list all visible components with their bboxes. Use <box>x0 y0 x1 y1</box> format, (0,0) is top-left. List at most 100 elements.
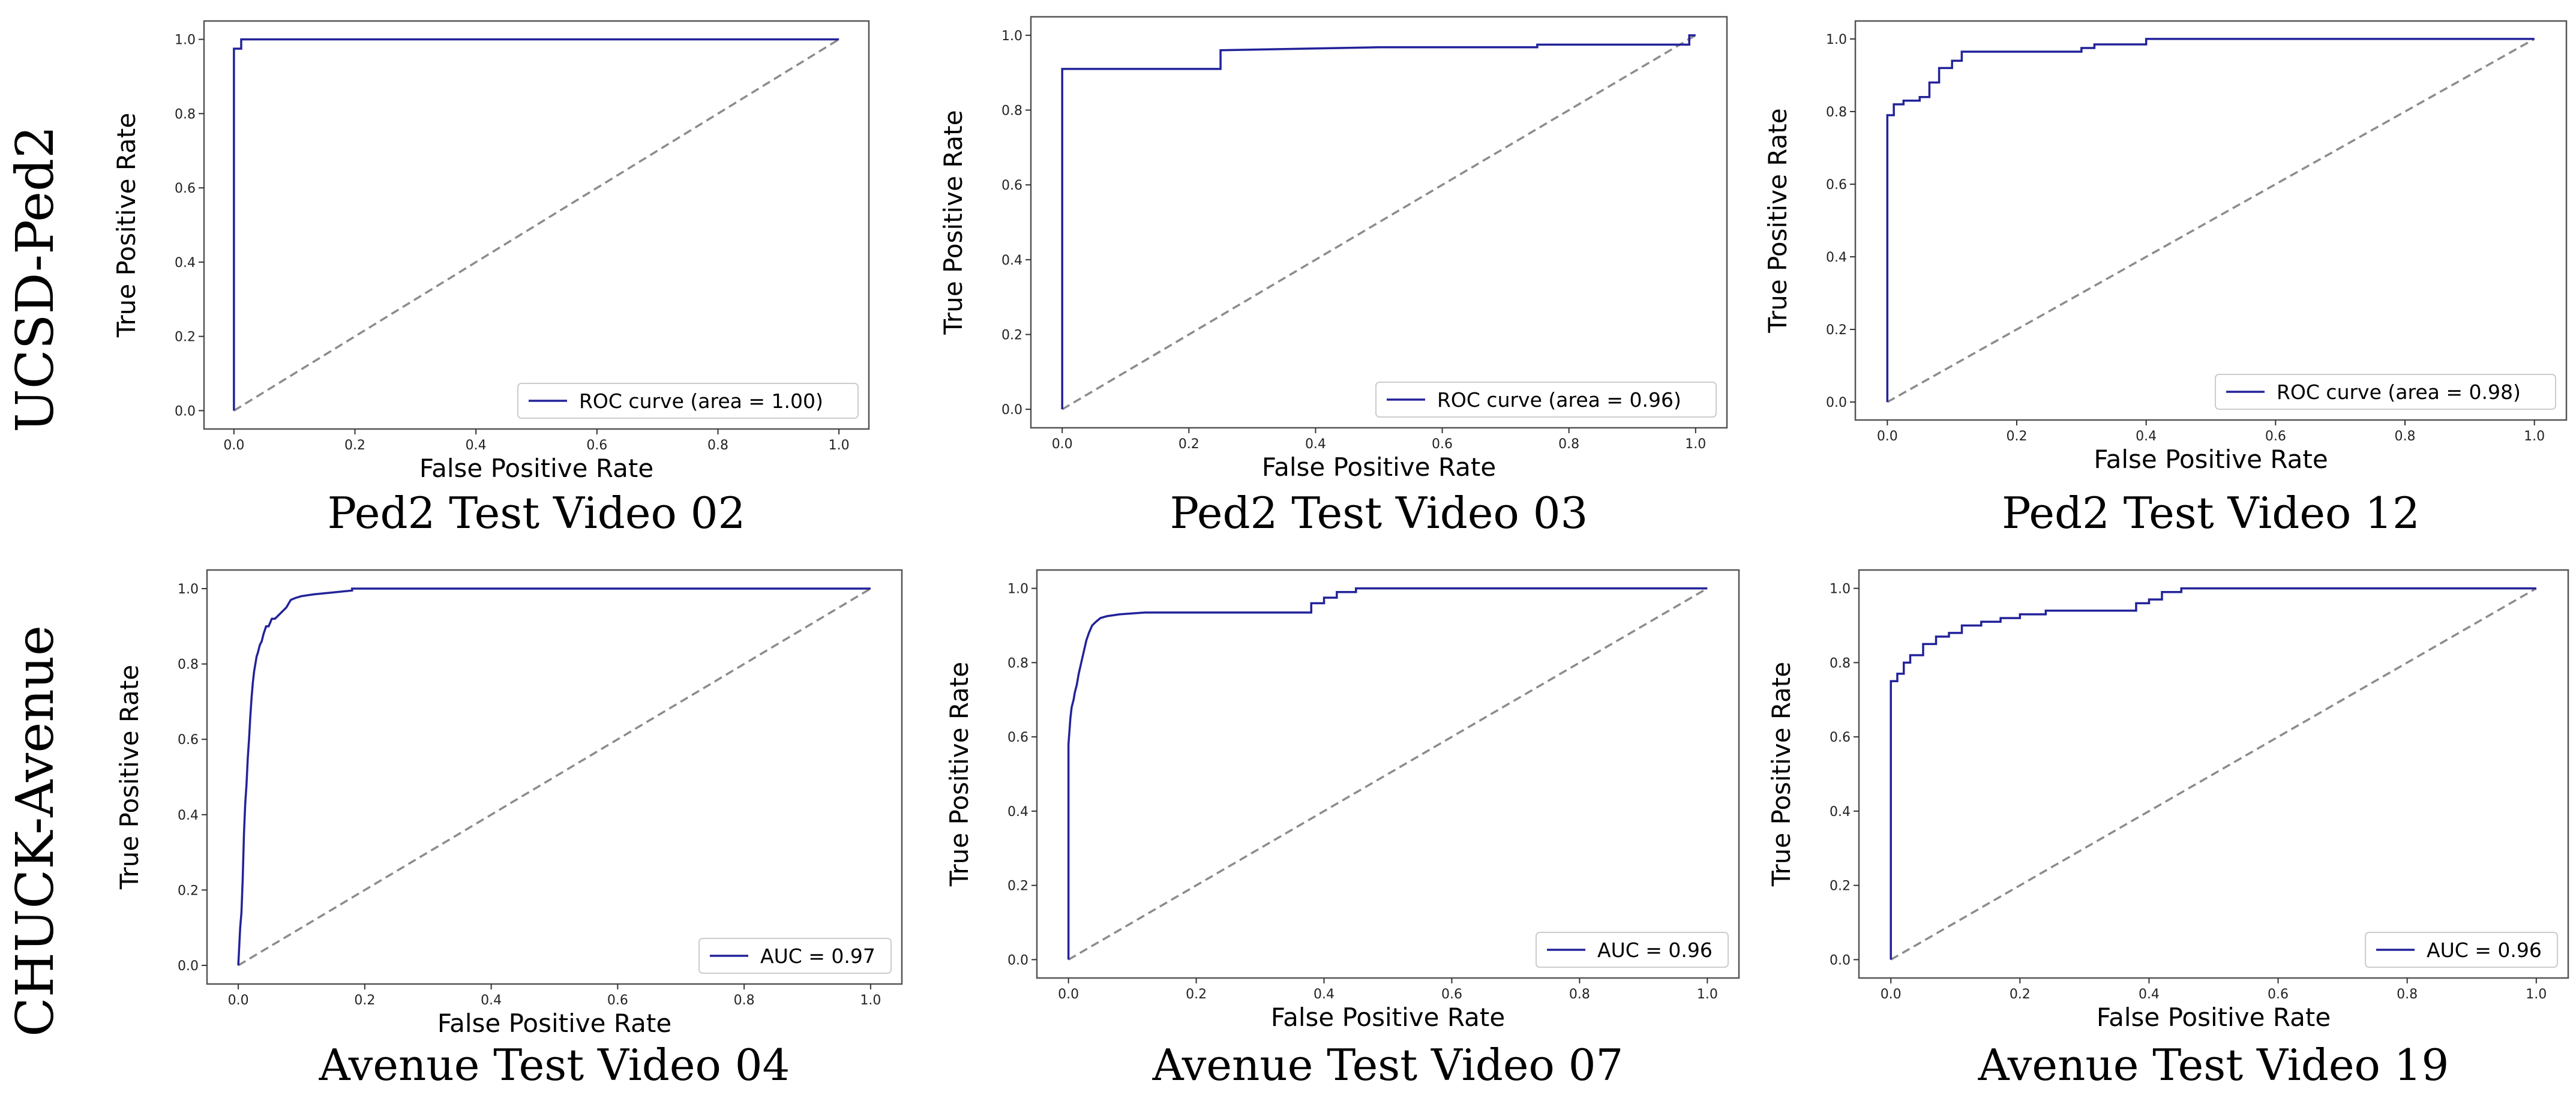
x-tick-label: 0.4 <box>2136 429 2157 444</box>
plot-frame <box>206 569 903 985</box>
x-tick-label: 0.6 <box>586 438 607 453</box>
roc-curve-line <box>1061 34 1696 410</box>
legend-entry: ROC curve (area = 0.98) <box>2277 380 2521 404</box>
chance-diagonal-line <box>1067 587 1708 961</box>
chart-caption: Ped2 Test Video 12 <box>2002 488 2420 538</box>
roc-curve-line <box>1886 38 2535 403</box>
x-tick-label: 0.8 <box>1558 437 1579 452</box>
y-axis-label: True Positive Rate <box>115 665 144 890</box>
y-tick-label: 1.0 <box>175 33 196 48</box>
legend: AUC = 0.97 <box>698 938 892 974</box>
x-axis-label: False Positive Rate <box>2094 445 2328 474</box>
roc-curve-line <box>1067 587 1708 960</box>
y-tick-label: 0.6 <box>1826 178 1847 193</box>
x-tick-label: 0.8 <box>1569 987 1590 1002</box>
roc-chart-2: 0.0 0.2 0.4 0.6 0.8 1.0 0.0 0.2 0.4 0.6 0.8 1.0 Fals… <box>938 16 1728 538</box>
roc-curve-line <box>237 587 871 966</box>
chart-caption: Avenue Test Video 04 <box>319 1040 790 1090</box>
x-tick-label: 0.4 <box>1314 987 1335 1002</box>
legend: ROC curve (area = 1.00) <box>517 383 859 419</box>
y-tick-label: 0.4 <box>175 256 196 271</box>
y-tick-label: 1.0 <box>1826 32 1847 47</box>
y-tick-label: 1.0 <box>1830 582 1851 597</box>
legend-entry: ROC curve (area = 0.96) <box>1437 388 1681 412</box>
chance-diagonal-line <box>1887 38 2535 403</box>
x-tick-label: 1.0 <box>860 993 881 1008</box>
y-tick-label: 1.0 <box>178 582 199 597</box>
roc-chart-4: 0.0 0.2 0.4 0.6 0.8 1.0 0.0 0.2 0.4 0.6 0.8 1.0 Fals… <box>115 569 903 1090</box>
x-axis-label: False Positive Rate <box>419 454 653 483</box>
chance-diagonal-line <box>1061 34 1696 410</box>
x-tick-label: 0.0 <box>228 993 249 1008</box>
y-tick-label: 0.4 <box>1830 805 1851 820</box>
chart-caption: Avenue Test Video 19 <box>1978 1040 2449 1090</box>
plot-frame <box>1030 16 1728 429</box>
roc-curve-line <box>1890 587 2536 960</box>
y-axis-label: True Positive Rate <box>1767 662 1796 887</box>
row-label-ucsd-ped2: UCSD-Ped2 <box>5 125 65 432</box>
x-tick-label: 0.0 <box>1877 429 1898 444</box>
y-axis-label: True Positive Rate <box>1763 108 1792 333</box>
y-tick-label: 0.0 <box>1826 395 1847 410</box>
y-tick-label: 0.2 <box>1826 323 1847 338</box>
y-tick-label: 0.4 <box>1001 253 1022 268</box>
chance-diagonal-line <box>238 587 871 967</box>
y-tick-label: 0.2 <box>1830 879 1851 894</box>
y-tick-label: 0.8 <box>175 107 196 122</box>
x-tick-label: 1.0 <box>1697 987 1718 1002</box>
plot-frame <box>1858 569 2569 979</box>
x-tick-label: 0.2 <box>1178 437 1199 452</box>
legend-box <box>698 938 892 974</box>
x-tick-label: 0.6 <box>1432 437 1453 452</box>
y-tick-label: 0.6 <box>1001 178 1022 193</box>
x-tick-label: 0.0 <box>223 438 244 453</box>
y-tick-label: 0.8 <box>178 658 199 673</box>
y-tick-label: 0.6 <box>178 733 199 748</box>
y-tick-label: 0.0 <box>175 404 196 419</box>
legend: AUC = 0.96 <box>1536 932 1729 968</box>
x-tick-label: 0.8 <box>707 438 728 453</box>
charts-layer: 0.0 0.2 0.4 0.6 0.8 1.0 0.0 0.2 0.4 0.6 0.8 1.0 Fals… <box>112 16 2569 1090</box>
legend-box <box>517 383 859 419</box>
x-tick-label: 0.2 <box>344 438 365 453</box>
y-tick-label: 0.4 <box>1007 805 1028 820</box>
legend: ROC curve (area = 0.96) <box>1375 382 1717 418</box>
legend: AUC = 0.96 <box>2365 932 2558 968</box>
x-tick-label: 1.0 <box>2526 987 2547 1002</box>
x-tick-label: 0.6 <box>2268 987 2289 1002</box>
y-tick-label: 0.6 <box>1830 730 1851 745</box>
x-tick-label: 0.4 <box>481 993 502 1008</box>
y-tick-label: 0.2 <box>175 330 196 345</box>
y-tick-label: 0.0 <box>178 959 199 974</box>
y-tick-label: 1.0 <box>1001 29 1022 44</box>
y-tick-label: 0.6 <box>1007 730 1028 745</box>
roc-chart-3: 0.0 0.2 0.4 0.6 0.8 1.0 0.0 0.2 0.4 0.6 0.8 1.0 Fals… <box>1763 20 2568 538</box>
y-axis-label: True Positive Rate <box>938 110 968 335</box>
legend-entry: AUC = 0.97 <box>760 944 875 968</box>
x-tick-label: 0.2 <box>2010 987 2031 1002</box>
x-axis-label: False Positive Rate <box>1262 452 1496 482</box>
y-tick-label: 0.8 <box>1830 656 1851 671</box>
roc-chart-5: 0.0 0.2 0.4 0.6 0.8 1.0 0.0 0.2 0.4 0.6 0.8 1.0 Fals… <box>944 569 1740 1090</box>
y-tick-label: 0.0 <box>1001 403 1022 418</box>
chart-caption: Ped2 Test Video 03 <box>1170 488 1588 538</box>
x-axis-label: False Positive Rate <box>1271 1003 1505 1032</box>
legend-box <box>1536 932 1729 968</box>
x-tick-label: 0.4 <box>466 438 487 453</box>
legend-entry: AUC = 0.96 <box>1597 938 1713 962</box>
y-tick-label: 0.8 <box>1001 103 1022 118</box>
y-tick-label: 0.2 <box>1007 879 1028 894</box>
x-tick-label: 0.8 <box>2395 429 2416 444</box>
y-tick-label: 0.0 <box>1830 953 1851 968</box>
plot-frame <box>1036 569 1740 979</box>
y-tick-label: 0.2 <box>1001 328 1022 343</box>
legend-entry: ROC curve (area = 1.00) <box>579 389 823 413</box>
row-label-chuck-avenue: CHUCK-Avenue <box>5 625 65 1037</box>
chance-diagonal-line <box>1890 587 2537 961</box>
x-tick-label: 0.0 <box>1058 987 1079 1002</box>
y-axis-label: True Positive Rate <box>112 113 141 338</box>
x-tick-label: 1.0 <box>829 438 850 453</box>
x-tick-label: 0.0 <box>1052 437 1073 452</box>
plot-frame <box>203 20 870 430</box>
